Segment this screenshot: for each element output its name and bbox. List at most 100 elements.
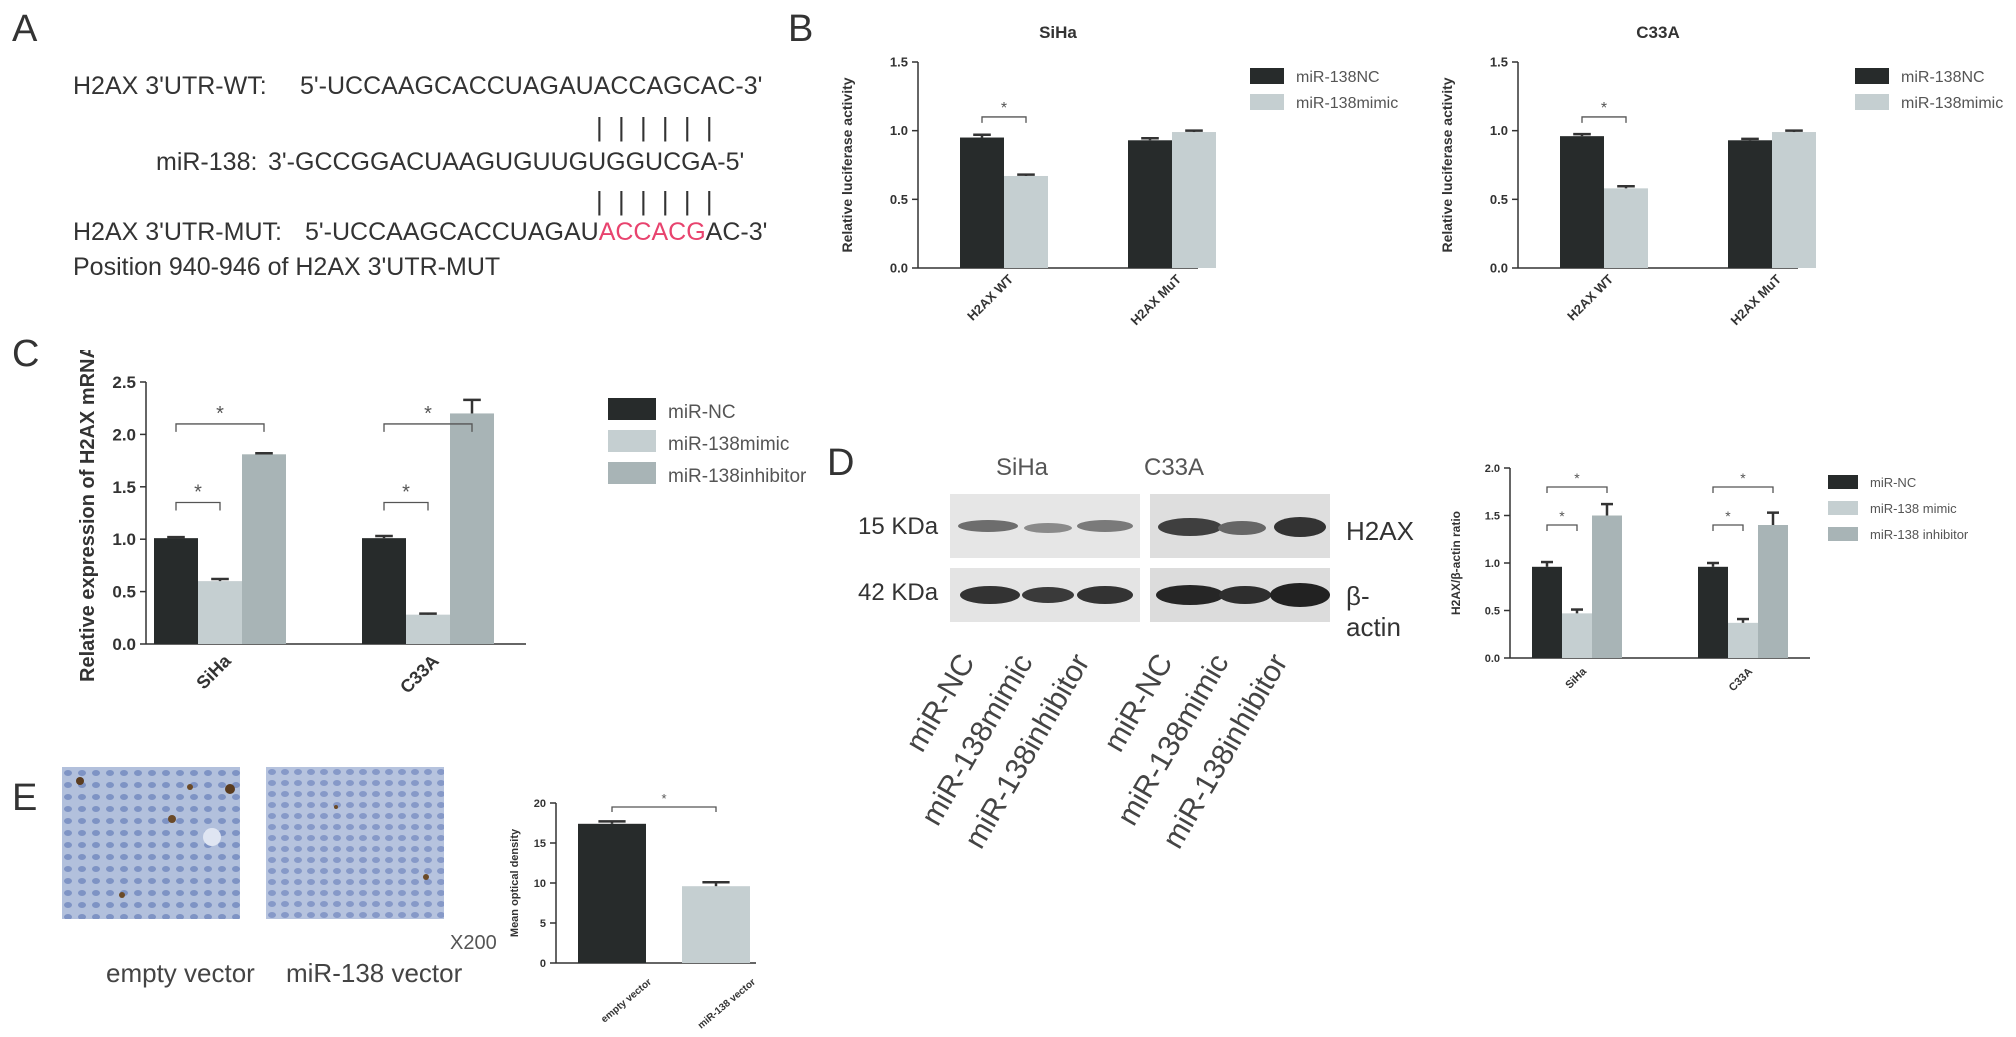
significance-bracket [383, 501, 429, 511]
pairing-bars-bottom: | | | | | | [596, 186, 717, 216]
significance-star: * [424, 403, 432, 425]
lane-labels: miR-NC miR-138mimic miR-138inhibitor miR… [858, 640, 1398, 855]
category-label: SiHa [1563, 665, 1589, 691]
bar [1532, 566, 1562, 658]
blot-bactin: β-actin [1346, 581, 1401, 642]
y-axis-label: Relative luciferase activity [839, 77, 855, 252]
y-tick-label: 0.0 [1490, 261, 1508, 276]
bar [1728, 622, 1758, 658]
bar [198, 581, 242, 644]
y-axis-label: Relative expression of H2AX mRNA [77, 350, 99, 682]
category-label: empty vector [599, 977, 654, 1026]
legend-swatch [1828, 501, 1858, 515]
y-axis-label: Mean optical density [509, 828, 521, 937]
bar [1758, 525, 1788, 658]
mut-seq-pre: 5'-UCCAAGCACCUAGAU [305, 218, 599, 246]
y-axis-label: Relative luciferase activity [1439, 77, 1455, 252]
panel-label-b: B [788, 8, 814, 50]
bar [1604, 188, 1648, 268]
significance-bracket [1712, 524, 1744, 531]
legend-label: miR-NC [668, 402, 736, 423]
legend-label: miR-138NC [1296, 69, 1380, 86]
significance-star: * [1559, 508, 1565, 524]
panel-label-e: E [12, 777, 38, 819]
legend-label: miR-138 inhibitor [1870, 527, 1969, 542]
y-axis-label: H2AX/β-actin ratio [1449, 511, 1463, 615]
significance-star: * [661, 791, 666, 806]
legend-swatch [608, 398, 656, 420]
legend-swatch [608, 430, 656, 452]
bar [1172, 132, 1216, 268]
category-label: C33A [1727, 666, 1755, 694]
panel-label-d: D [827, 442, 855, 484]
significance-star: * [216, 403, 224, 425]
significance-bracket [175, 423, 265, 432]
y-tick-label: 10 [534, 878, 546, 890]
micrograph-texture-1 [62, 767, 240, 919]
wt-name: H2AX 3'UTR-WT: [73, 72, 267, 100]
chart-e: 0 5 10 15 20 Mean optical density empty vector… [509, 791, 758, 1032]
bar [960, 137, 1004, 268]
chart-title: C33A [1636, 23, 1679, 42]
y-tick-label: 2.5 [112, 373, 136, 392]
y-tick-label: 0.5 [112, 583, 136, 602]
y-tick-label: 20 [534, 798, 546, 810]
mut-seq-mutated: ACCACG [598, 218, 706, 246]
y-tick-label: 0.5 [1490, 192, 1508, 207]
category-label: H2AX MuT [1728, 271, 1785, 328]
blot-bands [950, 494, 1330, 622]
legend-swatch [1855, 68, 1889, 84]
legend-label: miR-NC [1870, 475, 1916, 490]
significance-star: * [194, 482, 202, 504]
kda-15: 15 KDa [858, 513, 939, 540]
y-tick-label: 0.0 [890, 261, 908, 276]
legend-swatch [608, 462, 656, 484]
legend-label: miR-138mimic [668, 434, 789, 455]
significance-star: * [402, 482, 410, 504]
y-tick-label: 2.0 [1485, 463, 1500, 475]
y-tick-label: 0 [540, 958, 546, 970]
western-blot: SiHa C33A 15 KDa 42 KDa H2AX β-actin miR… [858, 450, 1418, 855]
legend-swatch [1828, 475, 1858, 489]
significance-bracket [383, 423, 473, 432]
micrograph-label-1: empty vector [106, 958, 255, 988]
bar [154, 538, 198, 644]
y-tick-label: 0.5 [890, 192, 908, 207]
legend-swatch [1250, 68, 1284, 84]
bar [1128, 140, 1172, 268]
y-tick-label: 1.5 [890, 55, 908, 70]
legend-swatch [1828, 527, 1858, 541]
legend-label: miR-138 mimic [1870, 501, 1957, 516]
legend-label: miR-138NC [1901, 69, 1985, 86]
category-label: SiHa [192, 650, 235, 693]
micrograph-texture-2 [266, 767, 444, 919]
chart-c: 0.0 0.5 1.0 1.5 2.0 2.5 Relative expression of… [77, 350, 807, 697]
blot-cell-c33a: C33A [1144, 454, 1205, 481]
chart-b-c33a: C33A 0.0 0.5 1.0 1.5 Relative luciferase acti… [1439, 23, 2003, 328]
bar [1592, 515, 1622, 658]
position-note: Position 940-946 of H2AX 3'UTR-MUT [73, 253, 501, 281]
y-tick-label: 0.5 [1485, 605, 1500, 617]
bar [1698, 566, 1728, 658]
panel-label-a: A [12, 8, 38, 50]
category-label: H2AX WT [1564, 271, 1616, 323]
category-label: miR-138 vector [696, 977, 758, 1032]
bar [578, 823, 646, 963]
y-tick-label: 1.0 [1485, 558, 1500, 570]
y-tick-label: 1.5 [1490, 55, 1508, 70]
legend-label: miR-138mimic [1296, 95, 1398, 112]
significance-bracket [611, 806, 717, 812]
category-label: H2AX MuT [1128, 271, 1185, 328]
y-tick-label: 5 [540, 918, 546, 930]
micrograph-empty-vector [62, 767, 240, 919]
bar [406, 614, 450, 644]
category-label: H2AX WT [964, 271, 1016, 323]
bar [1004, 175, 1048, 268]
bar [450, 413, 494, 644]
significance-bracket [981, 116, 1027, 123]
y-tick-label: 0.0 [1485, 653, 1500, 665]
magnification-label: X200 [450, 932, 497, 954]
mut-seq-post: AC-3' [705, 218, 768, 246]
kda-42: 42 KDa [858, 579, 939, 606]
y-tick-label: 1.0 [112, 530, 136, 549]
